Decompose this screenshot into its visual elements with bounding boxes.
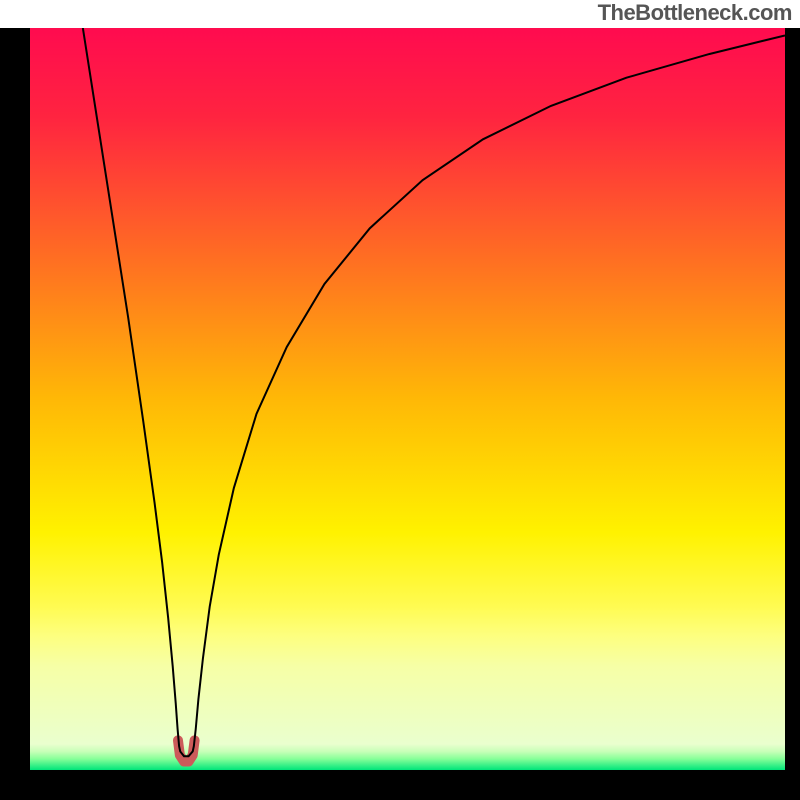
watermark-band: TheBottleneck.com xyxy=(0,0,800,28)
chart-svg xyxy=(30,28,785,770)
plot-area xyxy=(30,28,785,770)
watermark-text: TheBottleneck.com xyxy=(598,0,792,28)
chart-frame: TheBottleneck.com xyxy=(0,0,800,800)
gradient-background xyxy=(30,28,785,770)
